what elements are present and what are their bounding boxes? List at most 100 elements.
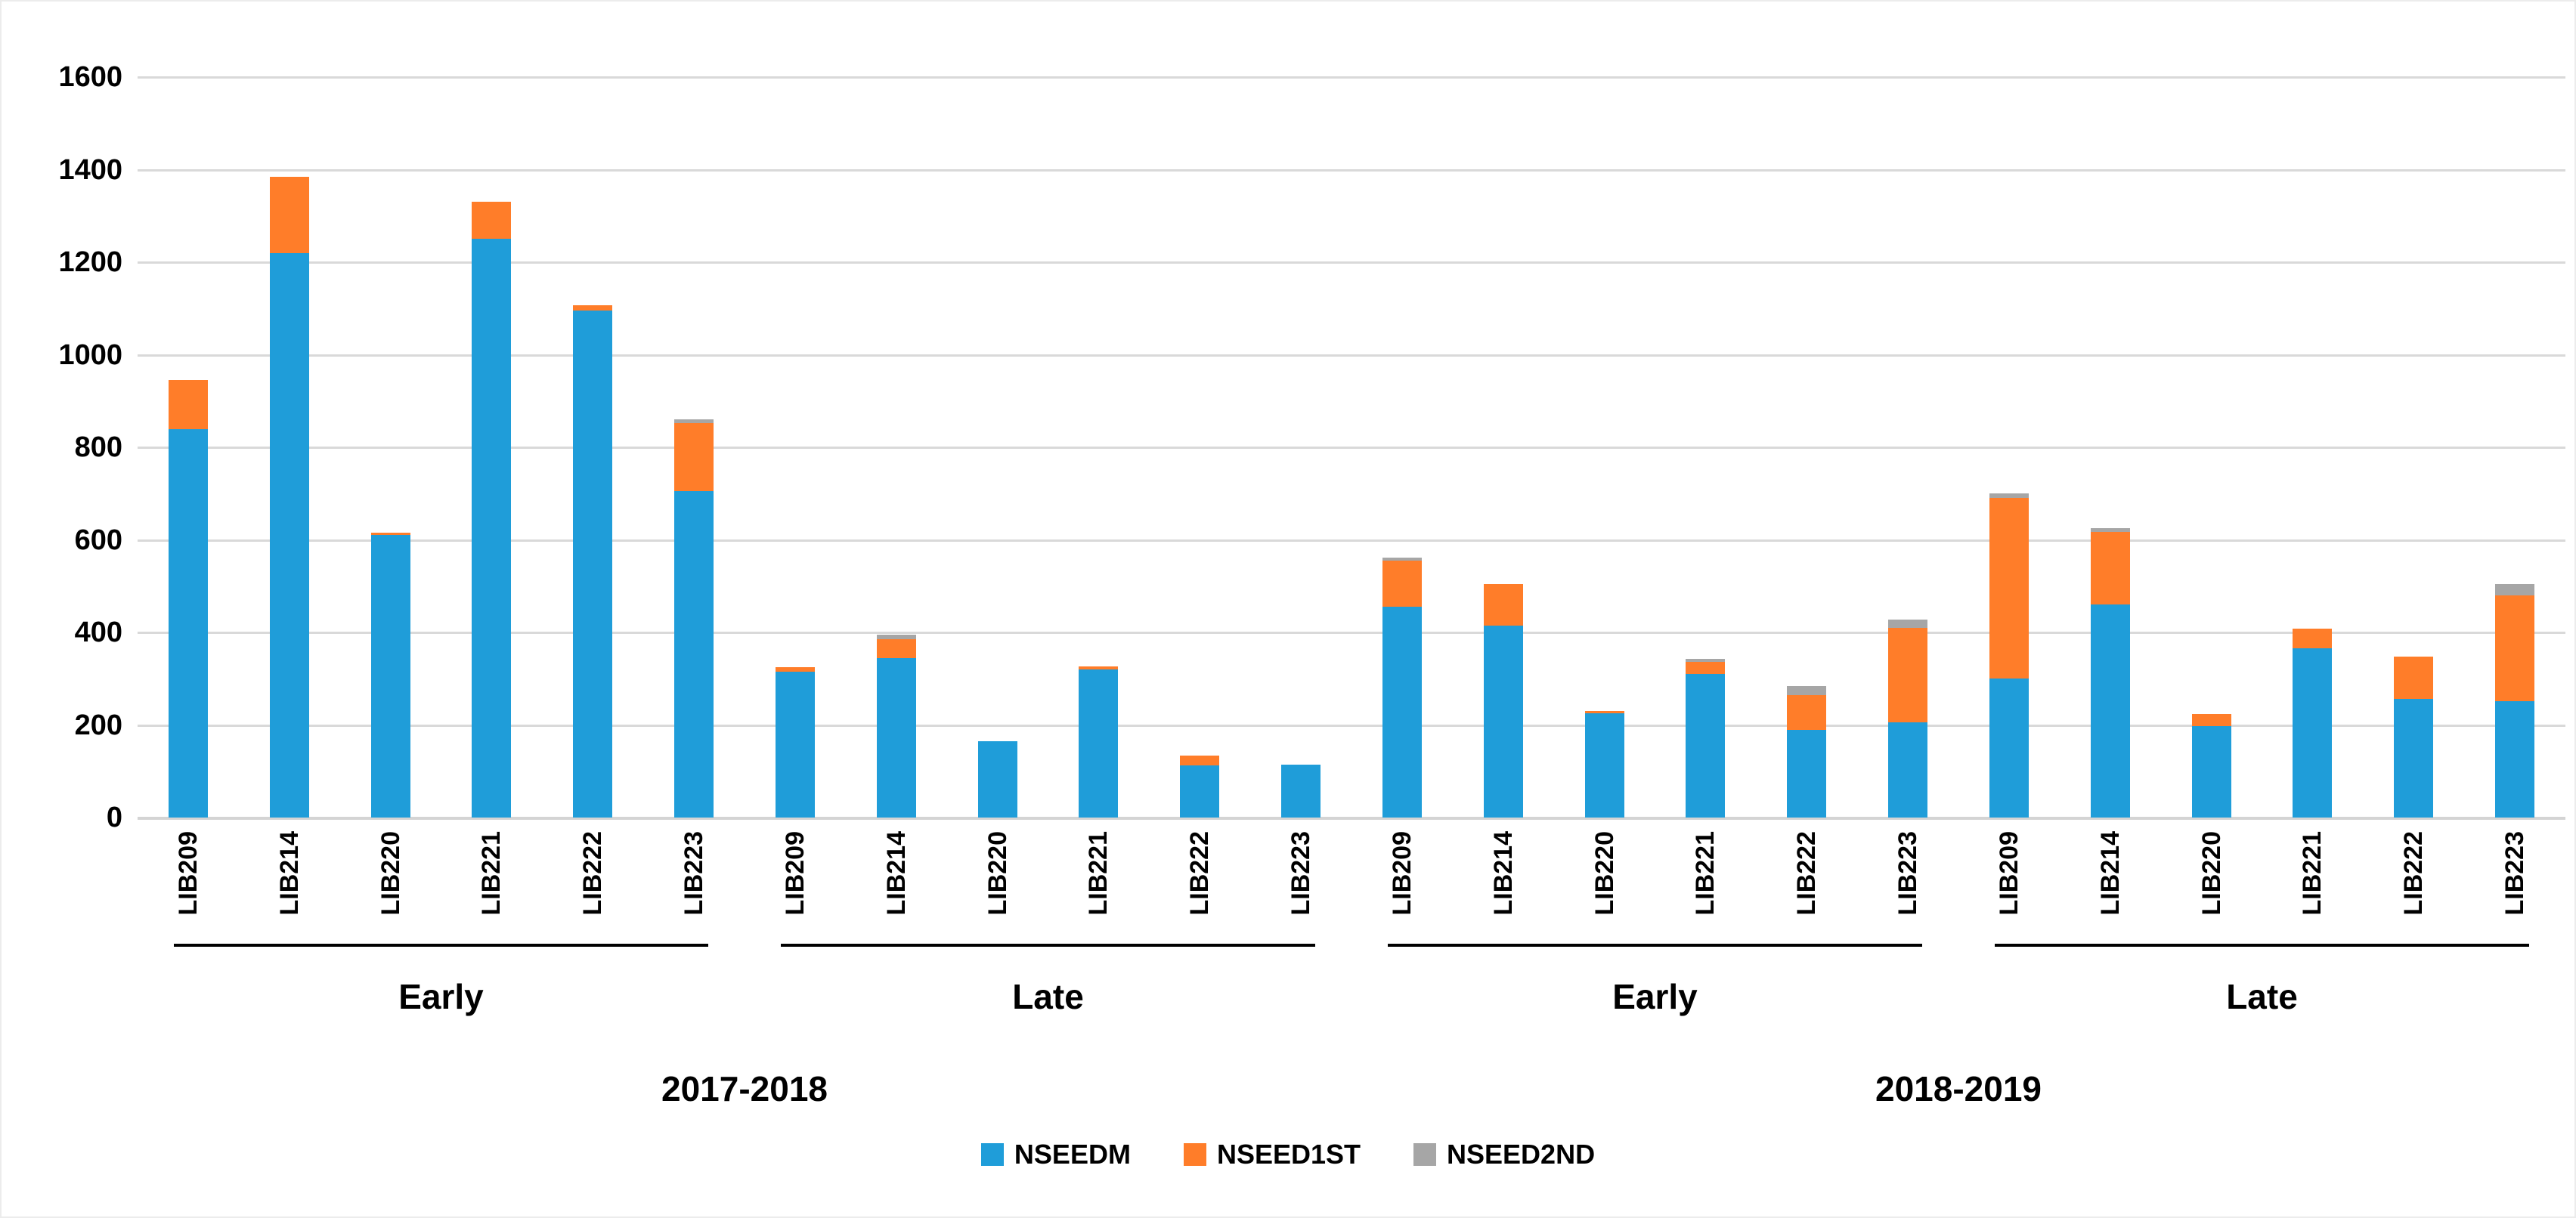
segment-nseedm bbox=[573, 311, 613, 818]
segment-nseedm bbox=[269, 252, 309, 818]
y-tick-label-0: 0 bbox=[106, 802, 122, 833]
bar-slot bbox=[2060, 77, 2161, 818]
stacked-bar-LIB209-g4 bbox=[1989, 493, 2029, 818]
stacked-bar-LIB220-g1 bbox=[370, 532, 410, 818]
segment-nseed1st bbox=[472, 202, 512, 240]
stacked-bar-LIB221-g2 bbox=[1079, 666, 1119, 818]
segment-nseed1st bbox=[1180, 755, 1220, 766]
x-tick-label: LIB220 bbox=[1590, 831, 1619, 916]
segment-nseedm bbox=[472, 239, 512, 818]
segment-nseed1st bbox=[1382, 561, 1422, 607]
segment-nseed1st bbox=[876, 639, 916, 658]
segment-nseed1st bbox=[2394, 657, 2434, 699]
segment-nseedm bbox=[1888, 722, 1928, 818]
legend-swatch-icon bbox=[1413, 1143, 1437, 1166]
x-tick-label: LIB222 bbox=[2399, 831, 2429, 916]
segment-nseed2nd bbox=[674, 419, 714, 423]
x-tick-label: LIB223 bbox=[2500, 831, 2530, 916]
x-tick-label: LIB209 bbox=[173, 831, 203, 916]
x-tick-label: LIB221 bbox=[1691, 831, 1720, 916]
segment-nseed1st bbox=[2191, 714, 2231, 727]
segment-nseedm bbox=[2293, 648, 2333, 818]
bar-slot bbox=[1351, 77, 1453, 818]
x-tick-label: LIB209 bbox=[1387, 831, 1416, 916]
stacked-bar-LIB214-g4 bbox=[2090, 528, 2130, 818]
y-tick-label-800: 800 bbox=[74, 431, 122, 463]
segment-nseedm bbox=[2191, 726, 2231, 818]
segment-nseed1st bbox=[1888, 627, 1928, 723]
stacked-bar-LIB220-g2 bbox=[977, 740, 1017, 818]
segment-nseed1st bbox=[573, 304, 613, 311]
segment-nseedm bbox=[1989, 679, 2029, 818]
segment-nseed1st bbox=[1079, 666, 1119, 669]
segment-nseed2nd bbox=[1382, 557, 1422, 561]
segment-nseed2nd bbox=[1787, 686, 1827, 696]
segment-nseed1st bbox=[269, 176, 309, 253]
segment-nseedm bbox=[1382, 607, 1422, 818]
x-tick-label: LIB214 bbox=[881, 831, 911, 916]
bar-slot bbox=[1857, 77, 1958, 818]
gridline-800 bbox=[138, 447, 2565, 449]
stacked-bar-LIB220-g3 bbox=[1584, 711, 1624, 818]
y-tick-label-200: 200 bbox=[74, 709, 122, 741]
y-tick-label-1200: 1200 bbox=[58, 246, 122, 278]
segment-nseedm bbox=[775, 672, 815, 818]
bar-slot bbox=[2262, 77, 2364, 818]
gridline-600 bbox=[138, 539, 2565, 542]
group-divider-line bbox=[781, 944, 1315, 947]
semester-label-late-2018-2019: Late bbox=[2226, 977, 2298, 1016]
x-tick-label: LIB214 bbox=[1488, 831, 1518, 916]
stacked-bar-LIB222-g2 bbox=[1180, 755, 1220, 818]
bar-slot bbox=[239, 77, 340, 818]
gridline-1600 bbox=[138, 76, 2565, 79]
segment-nseedm bbox=[1483, 625, 1523, 818]
stacked-bar-LIB221-g4 bbox=[2293, 629, 2333, 818]
segment-nseedm bbox=[2495, 700, 2535, 818]
segment-nseedm bbox=[1079, 669, 1119, 818]
stacked-bar-LIB223-g3 bbox=[1888, 619, 1928, 818]
stacked-bar-LIB221-g3 bbox=[1686, 658, 1726, 818]
bar-slot bbox=[1958, 77, 2060, 818]
bar-slot bbox=[1554, 77, 1655, 818]
y-tick-label-1600: 1600 bbox=[58, 61, 122, 93]
segment-nseedm bbox=[168, 428, 208, 818]
bar-slot bbox=[1756, 77, 1857, 818]
segment-nseed1st bbox=[1584, 711, 1624, 714]
x-tick-label: LIB222 bbox=[1792, 831, 1822, 916]
segment-nseed2nd bbox=[2495, 583, 2535, 596]
group-divider-line bbox=[1388, 944, 1922, 947]
segment-nseedm bbox=[370, 535, 410, 818]
segment-nseedm bbox=[1584, 713, 1624, 818]
segment-nseed1st bbox=[1787, 695, 1827, 730]
legend-item-nseed2nd: NSEED2ND bbox=[1413, 1139, 1595, 1170]
semester-label-early-2017-2018: Early bbox=[398, 977, 484, 1016]
group-divider-line bbox=[174, 944, 708, 947]
segment-nseedm bbox=[1686, 674, 1726, 818]
segment-nseed2nd bbox=[1888, 619, 1928, 628]
x-tick-label: LIB214 bbox=[274, 831, 304, 916]
x-tick-label: LIB223 bbox=[1286, 831, 1316, 916]
bar-slot bbox=[441, 77, 543, 818]
gridline-1400 bbox=[138, 168, 2565, 172]
legend-item-nseedm: NSEEDM bbox=[980, 1139, 1131, 1170]
legend-label: NSEEDM bbox=[1014, 1139, 1131, 1170]
bar-slot bbox=[340, 77, 441, 818]
x-tick-label: LIB209 bbox=[1994, 831, 2023, 916]
segment-nseed1st bbox=[1686, 661, 1726, 675]
x-tick-label: LIB220 bbox=[2197, 831, 2226, 916]
segment-nseed1st bbox=[2495, 595, 2535, 701]
stacked-bar-LIB209-g3 bbox=[1382, 557, 1422, 818]
bar-slot bbox=[1655, 77, 1757, 818]
bar-slot bbox=[1453, 77, 1554, 818]
bar-slot bbox=[1048, 77, 1150, 818]
legend-label: NSEED2ND bbox=[1447, 1139, 1596, 1170]
stacked-bar-LIB209-g1 bbox=[168, 380, 208, 818]
legend-swatch-icon bbox=[1183, 1143, 1206, 1166]
x-tick-label: LIB222 bbox=[578, 831, 608, 916]
segment-nseedm bbox=[876, 657, 916, 818]
gridline-200 bbox=[138, 724, 2565, 727]
y-tick-label-1000: 1000 bbox=[58, 339, 122, 371]
semester-label-late-2017-2018: Late bbox=[1012, 977, 1084, 1016]
bar-slot bbox=[846, 77, 947, 818]
stacked-bar-LIB221-g1 bbox=[472, 202, 512, 818]
